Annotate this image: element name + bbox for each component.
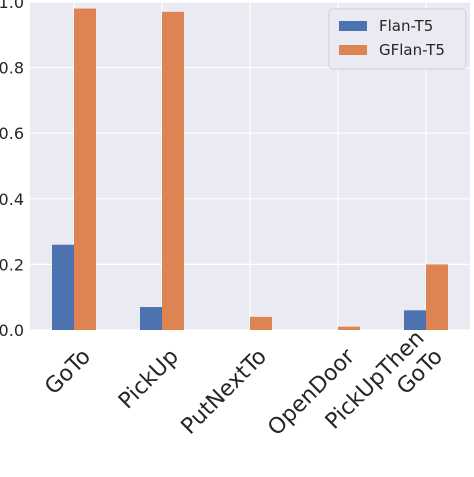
- bars: [52, 8, 448, 331]
- y-tick-label: 0.2: [0, 255, 24, 274]
- legend-swatch: [339, 45, 367, 55]
- bar-gflan-t5-2: [250, 316, 272, 330]
- bar-gflan-t5-4: [426, 264, 448, 330]
- bar-flan-t5-1: [140, 307, 162, 330]
- x-tick-label-line: PutNextTo: [177, 344, 272, 439]
- bar-gflan-t5-0: [74, 8, 96, 331]
- y-axis-tick-labels: 0.0 0.2 0.4 0.6 0.8 1.0: [0, 0, 24, 340]
- x-tick-label: PutNextTo: [177, 344, 272, 439]
- y-tick-label: 0.6: [0, 124, 24, 143]
- bar-gflan-t5-3: [338, 326, 360, 330]
- legend: Flan-T5 GFlan-T5: [328, 8, 467, 70]
- bar-gflan-t5-1: [162, 11, 184, 331]
- x-tick-label-line: PickUp: [114, 344, 184, 414]
- legend-label: Flan-T5: [379, 17, 433, 35]
- bar-flan-t5-0: [52, 244, 74, 330]
- legend-swatch: [339, 21, 367, 31]
- x-tick-label: PickUp: [114, 344, 184, 414]
- y-tick-label: 1.0: [0, 0, 24, 12]
- y-tick-label: 0.0: [0, 321, 24, 340]
- legend-label: GFlan-T5: [379, 41, 445, 59]
- bar-flan-t5-4: [404, 310, 426, 330]
- x-tick-label-line: GoTo: [40, 344, 96, 400]
- y-tick-label: 0.8: [0, 59, 24, 78]
- y-tick-label: 0.4: [0, 190, 24, 209]
- x-tick-label: GoTo: [40, 344, 96, 400]
- x-axis-tick-labels: GoTo PickUpPutNextToOpenDoorPickUpThenGoT…: [40, 326, 448, 441]
